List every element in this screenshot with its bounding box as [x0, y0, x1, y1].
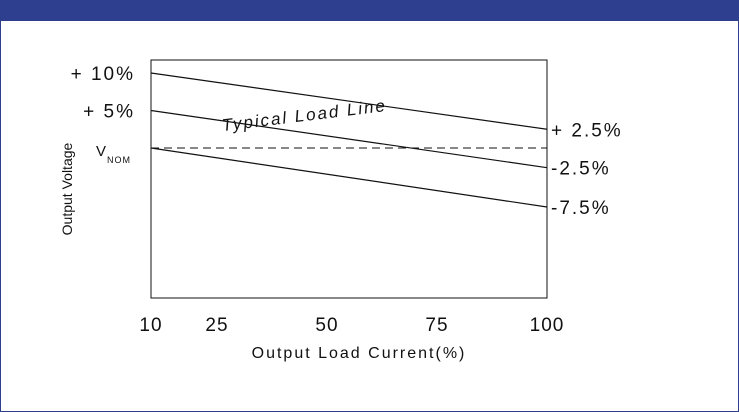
x-tick-label-3: 50: [315, 315, 338, 336]
y-tick-label-1: + 10%: [71, 64, 135, 85]
x-axis-title: Output Load Current(%): [252, 345, 467, 362]
x-tick-label-5: 100: [530, 315, 565, 336]
y-axis-title: Output Voltage: [59, 142, 75, 235]
vnom-label: V: [96, 143, 106, 160]
vnom-subscript: NOM: [107, 155, 131, 165]
x-tick-label-1: 10: [139, 315, 162, 336]
load-line-series-1: [150, 72, 548, 130]
series-group: [150, 72, 548, 208]
x-tick-label-2: 25: [205, 315, 228, 336]
label-group: + 10% + 5% V NOM + 2.5% -2.5% -7.5% 10 25 50 75 100…: [71, 64, 623, 336]
annotation-typical-load-line: Typical Load Line: [221, 96, 388, 135]
right-label-3: -7.5%: [551, 198, 611, 219]
x-tick-label-4: 75: [425, 315, 448, 336]
header-bar: [1, 1, 739, 21]
y-tick-label-2: + 5%: [83, 102, 135, 123]
load-line-series-2: [150, 109, 548, 169]
right-label-2: -2.5%: [551, 159, 611, 180]
right-label-1: + 2.5%: [551, 120, 623, 141]
plot-area: [150, 59, 548, 299]
load-line-series-3: [150, 147, 548, 208]
